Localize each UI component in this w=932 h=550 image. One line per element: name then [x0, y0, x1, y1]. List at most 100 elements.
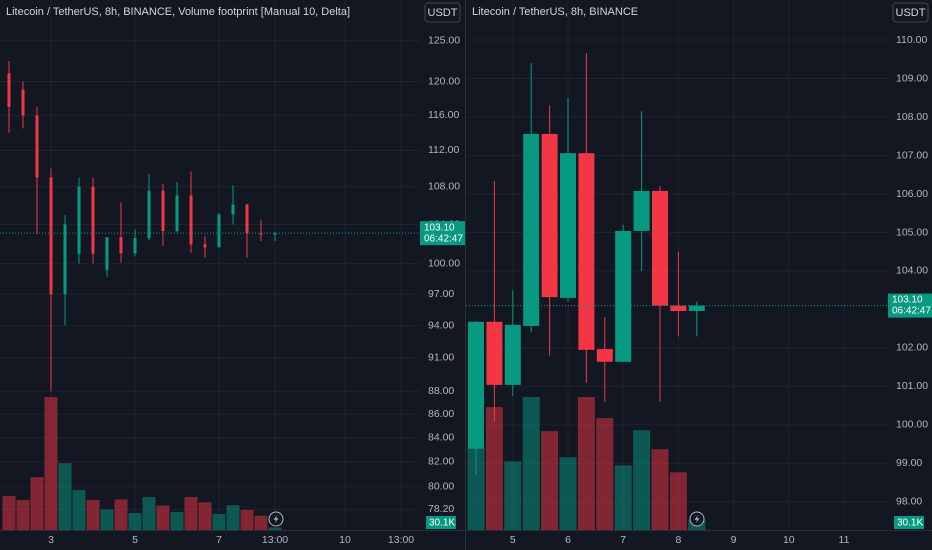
- countdown-label: 06:42:47: [424, 233, 463, 244]
- volume-badge-label: 30.1K: [429, 518, 455, 529]
- volume-bar: [633, 430, 651, 530]
- volume-badge-label: 30.1K: [897, 518, 923, 529]
- candle-body: [175, 195, 179, 232]
- volume-bar: [577, 397, 595, 530]
- x-tick-label: 7: [216, 534, 222, 546]
- y-tick-label: 82.00: [428, 456, 454, 468]
- countdown-label: 06:42:47: [892, 306, 931, 317]
- volume-bar: [669, 472, 687, 530]
- candle-body: [119, 237, 123, 254]
- y-tick-label: 110.00: [896, 34, 927, 46]
- volume-bar: [485, 407, 503, 530]
- candle-body: [468, 321, 484, 449]
- volume-bar: [651, 449, 669, 530]
- left-pane: 125.00120.00116.00112.00108.00104.00100.…: [0, 0, 460, 546]
- candle-body: [578, 153, 595, 350]
- currency-button[interactable]: [424, 2, 461, 23]
- y-tick-label: 112.00: [428, 144, 459, 156]
- y-tick-label: 98.00: [896, 496, 922, 508]
- volume-bar: [240, 509, 254, 530]
- y-tick-label: 100.00: [896, 419, 928, 431]
- candle-body: [203, 244, 207, 248]
- candle-body: [523, 133, 540, 327]
- currency-label: USDT: [428, 7, 458, 19]
- y-tick-label: 120.00: [428, 75, 460, 87]
- y-tick-label: 99.00: [896, 457, 922, 469]
- currency-button[interactable]: [892, 2, 929, 23]
- y-tick-label: 116.00: [428, 109, 459, 121]
- candle-body: [615, 230, 632, 362]
- x-tick-label: 9: [731, 534, 737, 546]
- x-tick-label: 10: [339, 534, 351, 546]
- x-tick-label: 5: [510, 534, 516, 546]
- volume-bar: [58, 463, 72, 530]
- x-tick-label: 7: [620, 534, 626, 546]
- volume-bar: [2, 496, 16, 530]
- x-tick-label: 10: [783, 534, 795, 546]
- y-tick-label: 108.00: [428, 181, 460, 193]
- y-tick-label: 94.00: [428, 319, 454, 331]
- currency-label: USDT: [896, 7, 926, 19]
- volume-bar: [614, 465, 632, 530]
- y-tick-label: 84.00: [428, 432, 454, 444]
- lightning-icon[interactable]: [268, 511, 284, 527]
- x-tick-label: 8: [675, 534, 681, 546]
- candle-body: [63, 224, 67, 295]
- x-tick-label: 13:00: [262, 534, 288, 546]
- candle-body: [21, 89, 25, 116]
- chart-title: Litecoin / TetherUS, 8h, BINANCE, Volume…: [6, 6, 350, 18]
- volume-bar: [268, 527, 282, 530]
- y-tick-label: 100.00: [428, 257, 460, 269]
- candle-body: [133, 238, 137, 254]
- y-tick-label: 80.00: [428, 480, 454, 492]
- candle-body: [245, 204, 249, 234]
- candle-body: [7, 73, 11, 107]
- icon-bolt: [694, 515, 700, 523]
- y-tick-label: 101.00: [896, 380, 928, 392]
- y-tick-label: 88.00: [428, 385, 454, 397]
- y-tick-label: 86.00: [428, 408, 454, 420]
- volume-bar: [114, 499, 128, 530]
- candle-body: [105, 237, 109, 270]
- candle-body: [486, 321, 503, 385]
- icon-bolt: [273, 515, 279, 523]
- y-tick-label: 78.20: [428, 503, 454, 515]
- candle-body: [147, 190, 151, 239]
- y-tick-label: 108.00: [896, 111, 928, 123]
- x-tick-label: 6: [565, 534, 571, 546]
- volume-bar: [170, 511, 184, 530]
- volume-bar: [226, 505, 240, 530]
- volume-bar: [184, 496, 198, 530]
- volume-badge: [426, 516, 456, 529]
- x-tick-label: 3: [48, 534, 54, 546]
- volume-bar: [16, 500, 30, 530]
- y-tick-label: 104.00: [896, 265, 928, 277]
- y-tick-label: 105.00: [896, 226, 928, 238]
- candle-body: [596, 349, 613, 362]
- price-badge: [420, 221, 465, 246]
- candle-body: [231, 204, 235, 215]
- volume-bar: [504, 461, 522, 530]
- lightning-icon[interactable]: [689, 511, 705, 527]
- volume-bar: [156, 505, 170, 530]
- volume-bar: [559, 457, 577, 530]
- candle-body: [504, 324, 521, 385]
- right-pane: 110.00 109.00 108.00 107.00 106.00 105.00 104.…: [466, 0, 928, 546]
- candle-body: [49, 177, 53, 295]
- candle-body: [189, 195, 193, 245]
- volume-bar: [72, 490, 86, 530]
- candle-body: [652, 190, 668, 306]
- volume-bar: [212, 513, 226, 530]
- volume-bar: [198, 502, 212, 530]
- volume-badge: [894, 516, 924, 529]
- candle-body: [541, 133, 558, 298]
- candle-body: [560, 153, 576, 298]
- candle-body: [35, 115, 39, 178]
- right-plot: [466, 0, 888, 530]
- volume-bar: [467, 447, 485, 530]
- price-badge-label: 103.10: [424, 222, 455, 233]
- left-plot: [0, 0, 420, 530]
- y-tick-label: 102.00: [896, 342, 928, 354]
- candle-body: [259, 233, 263, 235]
